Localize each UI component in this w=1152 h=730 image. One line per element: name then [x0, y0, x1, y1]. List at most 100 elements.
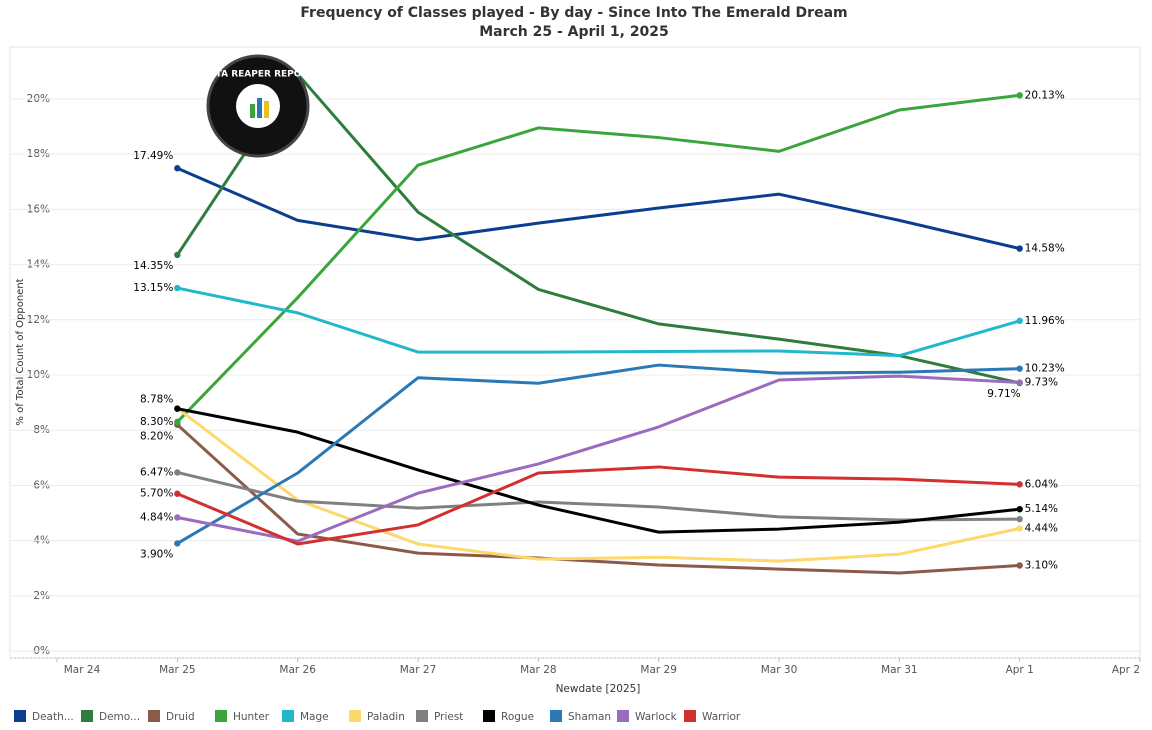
logo-bar — [250, 104, 255, 118]
data-point — [1016, 525, 1023, 532]
logo-bar — [257, 98, 262, 118]
legend-item[interactable]: Druid — [148, 710, 195, 723]
legend-item[interactable]: Demo... — [81, 710, 140, 723]
data-label: 14.58% — [1025, 243, 1065, 255]
data-point — [1016, 562, 1023, 569]
data-point — [1016, 365, 1023, 372]
x-tick-label: Mar 27 — [400, 664, 437, 676]
data-point — [174, 405, 181, 412]
legend-swatch[interactable] — [282, 710, 294, 722]
data-point — [174, 514, 181, 521]
data-label: 8.30% — [140, 416, 173, 428]
data-point — [174, 284, 181, 292]
legend-swatch[interactable] — [483, 710, 495, 722]
data-point — [174, 251, 181, 259]
data-point — [1016, 92, 1023, 99]
data-label: 5.70% — [140, 488, 173, 500]
chart-title: Frequency of Classes played - By day - S… — [300, 5, 847, 21]
y-axis-title: % of Total Count of Opponent — [15, 278, 26, 425]
x-tick-label: Apr 1 — [1006, 664, 1034, 676]
data-label: 6.04% — [1025, 478, 1058, 490]
x-tick-label: Mar 25 — [159, 664, 196, 676]
legend-item[interactable]: Mage — [282, 710, 329, 723]
x-tick-label: Apr 2 — [1112, 664, 1140, 676]
data-point — [174, 418, 181, 426]
legend-item[interactable]: Shaman — [550, 710, 611, 723]
series-line — [176, 406, 1020, 563]
legend-item[interactable]: Hunter — [215, 710, 270, 723]
legend-label[interactable]: Rogue — [501, 711, 534, 723]
data-point — [1016, 481, 1023, 488]
x-tick-label: Mar 29 — [640, 664, 677, 676]
legend: Death... Demo... Druid Hunter Mage Paladin Pri… — [14, 710, 741, 723]
legend-label[interactable]: Demo... — [99, 711, 140, 723]
series-line — [177, 407, 1020, 534]
legend-item[interactable]: Death... — [14, 710, 74, 723]
legend-label[interactable]: Hunter — [233, 711, 270, 723]
data-point — [1016, 515, 1023, 523]
legend-label[interactable]: Paladin — [367, 711, 405, 723]
data-label: 3.10% — [1025, 560, 1058, 572]
data-label: 8.20% — [140, 431, 173, 443]
data-label: 5.14% — [1025, 503, 1058, 515]
logo-bar — [264, 101, 269, 118]
data-point — [174, 165, 181, 172]
data-label: 9.71% — [987, 388, 1020, 400]
legend-swatch[interactable] — [684, 710, 696, 722]
data-label: 6.47% — [140, 466, 173, 478]
data-point — [1016, 379, 1023, 386]
legend-label[interactable]: Druid — [166, 711, 195, 723]
series-line — [176, 72, 1021, 385]
legend-label[interactable]: Mage — [300, 711, 329, 723]
data-label: 10.23% — [1025, 363, 1065, 375]
series-line — [176, 166, 1021, 251]
legend-label[interactable]: Warlock — [635, 711, 678, 723]
chart-subtitle: March 25 - April 1, 2025 — [479, 24, 669, 40]
legend-swatch[interactable] — [416, 710, 428, 722]
data-label: 17.49% — [133, 150, 173, 162]
x-tick-label: Mar 31 — [881, 664, 918, 676]
series-line — [177, 286, 1021, 358]
legend-swatch[interactable] — [617, 710, 629, 722]
legend-label[interactable]: Shaman — [568, 711, 611, 723]
x-tick-label: Mar 24 — [64, 664, 101, 676]
data-label: 14.35% — [133, 260, 173, 272]
logo: DATA REAPER REPORT — [202, 54, 315, 158]
legend-item[interactable]: Rogue — [483, 710, 534, 723]
series-lines — [174, 72, 1023, 575]
data-point — [1016, 317, 1023, 325]
series-line — [176, 423, 1020, 575]
series-line — [177, 374, 1020, 543]
x-axis-title: Newdate [2025] — [556, 683, 641, 695]
legend-swatch[interactable] — [81, 710, 93, 722]
x-tick-label: Mar 30 — [761, 664, 798, 676]
data-point — [174, 490, 181, 497]
legend-swatch[interactable] — [14, 710, 26, 722]
legend-label[interactable]: Death... — [32, 711, 74, 723]
data-label: 11.96% — [1025, 315, 1065, 327]
legend-item[interactable]: Warlock — [617, 710, 678, 723]
data-point — [1016, 245, 1023, 252]
series-line — [176, 471, 1020, 522]
legend-swatch[interactable] — [550, 710, 562, 722]
legend-swatch[interactable] — [215, 710, 227, 722]
legend-label[interactable]: Warrior — [702, 711, 741, 723]
data-label: 4.44% — [1025, 523, 1058, 535]
legend-swatch[interactable] — [148, 710, 160, 722]
legend-swatch[interactable] — [349, 710, 361, 722]
data-labels: 17.49% 14.58% 14.35% 9.71% 8.20% 3.10% 8.30% 20… — [133, 89, 1064, 571]
x-tick-label: Mar 28 — [520, 664, 557, 676]
legend-item[interactable]: Paladin — [349, 710, 405, 723]
data-label: 20.13% — [1025, 89, 1065, 101]
series-line — [176, 465, 1020, 546]
logo-text: DATA REAPER REPORT — [202, 70, 315, 80]
data-label: 3.90% — [140, 548, 173, 560]
data-label: 9.73% — [1025, 376, 1058, 388]
data-point — [1016, 505, 1023, 513]
data-label: 13.15% — [133, 282, 173, 294]
legend-item[interactable]: Priest — [416, 710, 463, 723]
legend-label[interactable]: Priest — [434, 711, 463, 723]
data-label: 4.84% — [140, 511, 173, 523]
legend-item[interactable]: Warrior — [684, 710, 741, 723]
